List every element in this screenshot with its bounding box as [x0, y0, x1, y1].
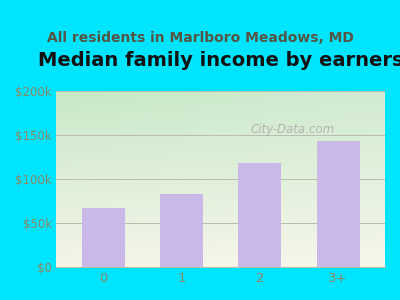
Text: All residents in Marlboro Meadows, MD: All residents in Marlboro Meadows, MD	[46, 32, 354, 46]
Bar	[316, 141, 360, 267]
Bar	[82, 208, 125, 267]
Text: City-Data.com: City-Data.com	[251, 123, 335, 136]
Bar	[160, 194, 203, 267]
Title: Median family income by earners: Median family income by earners	[38, 51, 400, 70]
Bar	[238, 163, 281, 267]
